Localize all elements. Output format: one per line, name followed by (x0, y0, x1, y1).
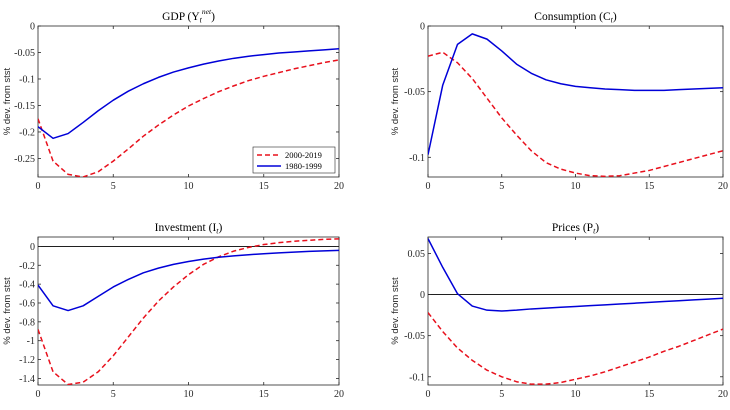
prices-ytick-label: 0.05 (408, 249, 426, 260)
investment-ytick-label: -0.2 (19, 261, 35, 272)
investment-series-2000-2019-line (38, 238, 339, 385)
investment-title-close: ) (219, 222, 223, 234)
consumption-series-2000-2019-line (428, 51, 723, 177)
gdp-title-subscript: t (200, 16, 203, 25)
prices-series-1980-1999-line (428, 238, 723, 312)
legend-box (252, 146, 336, 174)
investment-title-subscript: t (216, 227, 219, 236)
investment-title-text: Investment (I (155, 222, 217, 234)
legend-label: 2000-2019 (285, 150, 322, 160)
prices-panel: 0 5 10 15 20 0.05 0 -0.05 -0.1 % dev. from stst Pr… (390, 222, 728, 400)
consumption-title-close: ) (613, 11, 617, 23)
gdp-ytick-label: 0 (30, 22, 35, 33)
consumption-ytick-label: -0.05 (404, 87, 425, 98)
investment-axes-box (37, 236, 340, 386)
investment-xtick-label: 15 (259, 389, 269, 400)
investment-title: Investment (It) (155, 222, 223, 236)
gdp-title: GDP (Ytnet) (162, 7, 215, 25)
investment-series-1980-1999-line (38, 249, 339, 312)
gdp-title-superscript: net (202, 7, 212, 16)
investment-panel: 0 5 10 15 20 0 -0.2 -0.4 -0.6 -0.8 -1 -1.2 -1.4 % dev… (2, 222, 344, 400)
gdp-xtick-label: 15 (259, 181, 269, 192)
gdp-ylabel: % dev. from stst (2, 67, 13, 135)
prices-title-text: Prices (P (552, 222, 593, 234)
consumption-panel: 0 5 10 15 20 0 -0.05 -0.1 % dev. from stst Consum… (390, 11, 728, 192)
investment-ytick-label: -0.4 (19, 280, 35, 291)
consumption-xtick-label: 20 (718, 181, 728, 192)
gdp-xtick-label: 20 (334, 181, 344, 192)
consumption-axes-box (427, 25, 724, 178)
investment-ylabel: % dev. from stst (2, 277, 13, 345)
gdp-ytick-label: -0.05 (14, 48, 35, 59)
gdp-ytick-label: -0.2 (19, 127, 35, 138)
investment-ytick-label: -1.2 (19, 355, 35, 366)
prices-title: Prices (Pt) (552, 222, 599, 236)
legend-label: 1980-1999 (285, 161, 322, 171)
prices-xtick-label: 0 (426, 389, 431, 400)
prices-xtick-label: 20 (718, 389, 728, 400)
gdp-series-1980-1999-line (38, 48, 339, 140)
consumption-ylabel: % dev. from stst (390, 67, 401, 135)
gdp-ytick-label: -0.1 (19, 74, 35, 85)
gdp-xtick-label: 10 (184, 181, 194, 192)
investment-ytick-label: -0.8 (19, 317, 35, 328)
investment-xtick-label: 5 (111, 389, 116, 400)
gdp-xtick-label: 0 (36, 181, 41, 192)
prices-xtick-label: 10 (571, 389, 581, 400)
consumption-xtick-label: 5 (499, 181, 504, 192)
gdp-series-2000-2019-line (38, 59, 339, 177)
gdp-panel: 0 5 10 15 20 0 -0.05 -0.1 -0.15 -0.2 -0.25 % dev. f… (2, 7, 344, 192)
gdp-title-text: GDP (Y (162, 11, 200, 23)
gdp-ytick-label: -0.15 (14, 101, 35, 112)
consumption-title-subscript: t (611, 16, 614, 25)
investment-ytick-label: -1.4 (19, 374, 35, 385)
prices-ytick-label: -0.05 (404, 331, 425, 342)
prices-ytick-label: 0 (420, 290, 425, 301)
consumption-xtick-label: 15 (644, 181, 654, 192)
consumption-title-text: Consumption (C (534, 11, 611, 23)
consumption-ytick-label: 0 (420, 22, 425, 33)
investment-ytick-label: -0.6 (19, 298, 35, 309)
gdp-title-close: ) (211, 11, 215, 23)
consumption-title: Consumption (Ct) (534, 11, 617, 25)
investment-xtick-label: 20 (334, 389, 344, 400)
investment-xtick-label: 0 (36, 389, 41, 400)
investment-xtick-label: 10 (184, 389, 194, 400)
prices-ytick-label: -0.1 (409, 372, 425, 383)
consumption-xtick-label: 10 (571, 181, 581, 192)
consumption-xtick-label: 0 (426, 181, 431, 192)
investment-ytick-label: -1 (27, 336, 35, 347)
gdp-ytick-label: -0.25 (14, 154, 35, 165)
investment-ytick-label: 0 (30, 242, 35, 253)
prices-xtick-label: 5 (499, 389, 504, 400)
prices-axes-box (427, 236, 724, 386)
gdp-xtick-label: 5 (111, 181, 116, 192)
consumption-ytick-label: -0.1 (409, 153, 425, 164)
prices-title-close: ) (595, 222, 599, 234)
prices-ylabel: % dev. from stst (390, 277, 401, 345)
consumption-series-1980-1999-line (428, 33, 723, 155)
prices-title-subscript: t (593, 227, 596, 236)
prices-xtick-label: 15 (644, 389, 654, 400)
